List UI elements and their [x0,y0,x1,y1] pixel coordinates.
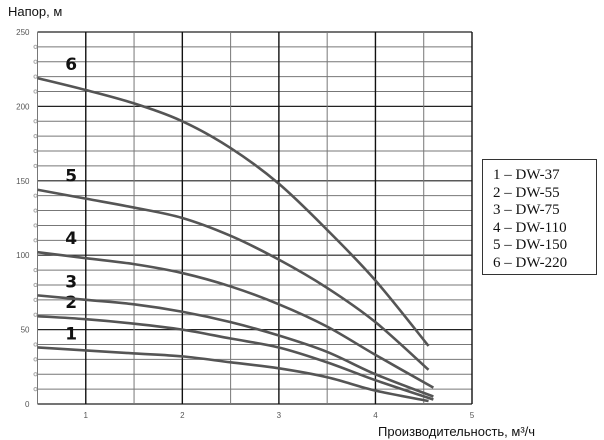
y-minor-tick [33,89,38,94]
y-minor-tick [33,193,38,198]
y-minor-tick [33,238,38,243]
x-tick-label: 2 [180,411,185,420]
legend-item: 6 – DW-220 [493,254,568,271]
legend-item: 4 – DW-110 [493,219,567,236]
series-label-3: 3 [65,272,77,292]
y-tick-label: 200 [16,102,30,111]
y-minor-tick [33,44,38,49]
y-minor-tick [33,372,38,377]
series-line-2 [37,314,434,401]
y-tick-label: 0 [25,400,30,409]
y-minor-tick [33,387,38,392]
x-tick-label: 5 [470,411,475,420]
series-line-3 [37,294,434,398]
y-tick-label: 150 [16,177,30,186]
series-line-5 [37,188,430,371]
y-minor-tick [33,282,38,288]
series-label-2: 2 [65,293,77,313]
y-minor-tick [33,74,38,79]
series-line-4 [37,250,435,389]
y-minor-tick [33,357,38,362]
y-minor-tick [33,134,38,139]
legend-item: 2 – DW-55 [493,184,560,201]
series-line-1 [37,346,429,403]
y-tick-label: 100 [16,251,30,260]
series-label-5: 5 [65,167,77,187]
series-label-6: 6 [65,55,77,75]
y-minor-tick [33,312,38,317]
y-minor-tick [33,59,38,64]
y-minor-tick [33,297,38,302]
y-axis-label: Напор, м [8,4,63,19]
legend-item: 1 – DW-37 [493,167,560,183]
y-minor-tick [33,119,38,124]
y-minor-tick [33,163,38,169]
y-minor-tick [33,342,38,347]
legend-item: 3 – DW-75 [493,202,560,218]
x-axis-label: Производительность, м³/ч [378,424,536,439]
y-minor-tick [33,148,38,154]
y-tick-label: 50 [21,326,30,335]
series-line-6 [37,76,430,347]
x-tick-label: 4 [373,411,378,420]
legend: 1 – DW-37 2 – DW-55 3 – DW-75 4 – DW-110… [482,159,597,275]
y-minor-tick [33,223,38,228]
y-minor-tick [33,267,38,273]
x-tick-label: 1 [84,411,89,420]
series-label-1: 1 [65,324,77,344]
y-minor-tick [33,208,38,213]
x-tick-label: 3 [277,411,282,420]
legend-item: 5 – DW-150 [493,237,568,253]
series-label-4: 4 [65,229,77,249]
y-tick-label: 250 [16,28,30,37]
